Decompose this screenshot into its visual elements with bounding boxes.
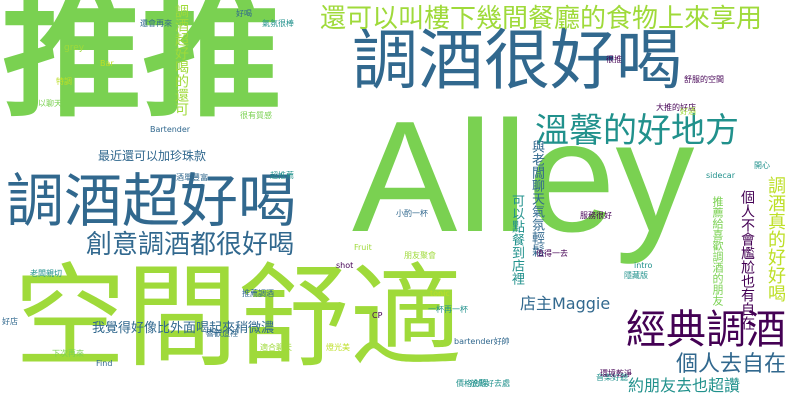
word-cocktail-super: 調酒超好喝 [6, 167, 297, 235]
word-s27: 開心 [754, 161, 770, 170]
word-find: Find [96, 359, 113, 368]
word-vertical-6: 推薦給喜歡調酒的朋友 [711, 196, 724, 306]
word-space-comfortable: 空間舒適 [14, 253, 462, 383]
word-s3: 大推的好店 [656, 103, 696, 112]
word-alone: 個人去自在 [676, 352, 787, 377]
word-creative: 創意調酒都很好喝 [86, 230, 295, 260]
word-s6: 價格合理 [456, 379, 488, 388]
word-vertical-2: 調酒真的好好喝 [765, 176, 786, 302]
word-s10: 適合聊天 [260, 343, 292, 352]
word-bartender: Bartender [150, 125, 191, 134]
word-s4: 很有質感 [240, 111, 272, 120]
word-classic: 經典調酒 [626, 307, 786, 353]
word-push: 推推 [2, 0, 283, 137]
word-s19: 舒服的空間 [684, 75, 724, 84]
word-s17: 小酌一杯 [396, 209, 428, 218]
word-cp: CP [372, 311, 383, 320]
word-s2: 氣氛很棒 [262, 19, 294, 28]
word-s30: 值得一去 [536, 249, 568, 258]
word-cocktail-good: 調酒很好喝 [352, 22, 682, 99]
word-s28: 可以聊天 [30, 99, 62, 108]
word-sidecar: sidecar [706, 171, 735, 180]
word-s18: 放鬆好去處 [470, 379, 510, 388]
word-vertical-3: 個人不會尷尬也有自在 [739, 190, 755, 330]
word-s23: 酒單豐富 [176, 173, 208, 182]
word-s15: 老闆親切 [30, 269, 62, 278]
word-vertical-5: 可以點餐到店裡 [509, 194, 524, 285]
word-vertical-4: 與老闆聊天氣氛輕鬆 [529, 140, 544, 257]
word-s1: 好喝 [236, 9, 252, 18]
word-s20: 朋友聚會 [404, 251, 436, 260]
word-s13: 喜歡這裡 [206, 329, 238, 338]
word-s8: 一杯再一杯 [428, 305, 468, 314]
word-s14: 下次再來 [52, 349, 84, 358]
word-s25: 好酒 [680, 107, 696, 116]
word-alley: Alley [352, 89, 695, 265]
word-s12: 音樂好聽 [596, 373, 628, 382]
word-friends: 約朋友去也超讚 [628, 376, 741, 395]
word-bartender-handsome: bartender好帥 [454, 337, 510, 346]
word-owner: 店主Maggie [520, 294, 611, 313]
word-grey: grey [64, 43, 85, 53]
word-vertical-1: 調酒超好喝的還可 [173, 4, 189, 116]
word-s26: 很推 [606, 55, 622, 64]
word-tonic: tonic [430, 289, 450, 298]
word-intro: intro [634, 261, 653, 270]
word-warm-place: 溫馨的好地方 [535, 111, 739, 151]
word-s22: 特調 [56, 77, 72, 86]
word-s7: 服務很好 [580, 211, 612, 220]
word-s29: 好店 [2, 317, 18, 326]
word-s11: 燈光美 [326, 343, 350, 352]
word-s24: 隱藏版 [624, 271, 648, 280]
word-s16: 環境乾淨 [600, 369, 632, 378]
word-s5: 還會再來 [140, 19, 172, 28]
word-shot: shot [336, 261, 354, 270]
word-s9: 推薦調酒 [242, 289, 274, 298]
word-pearl: 最近還可以加珍珠款 [98, 149, 207, 163]
word-takeout-food: 還可以叫樓下幾間餐廳的食物上來享用 [320, 4, 763, 34]
word-fruit: Fruit [354, 243, 372, 252]
word-s21: 超推薦 [270, 171, 294, 180]
word-bar: Bar [100, 59, 114, 68]
word-better: 我覺得好像比外面喝起來稍微濃 [92, 321, 275, 336]
